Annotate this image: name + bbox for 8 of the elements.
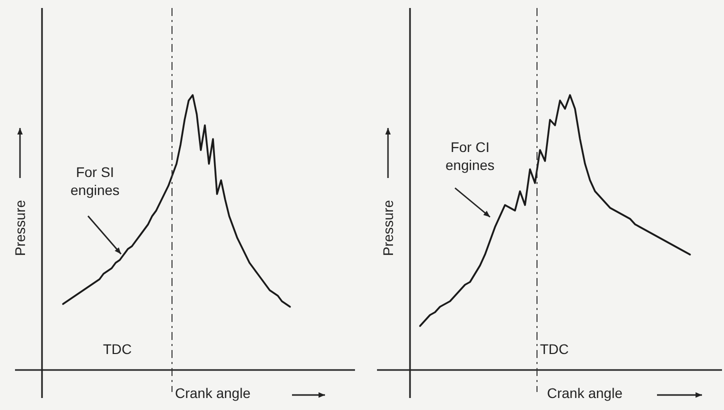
y-axis-title: Pressure (11, 200, 30, 256)
x-axis-title: Crank angle (547, 384, 622, 402)
annotation: TDC (103, 340, 132, 358)
y-axis-title: Pressure (379, 200, 398, 256)
annotation: For SI engines (70, 163, 120, 199)
x-axis-title: Crank angle (175, 384, 250, 402)
annotation: For CI engines (446, 138, 495, 174)
annotation: TDC (540, 340, 569, 358)
